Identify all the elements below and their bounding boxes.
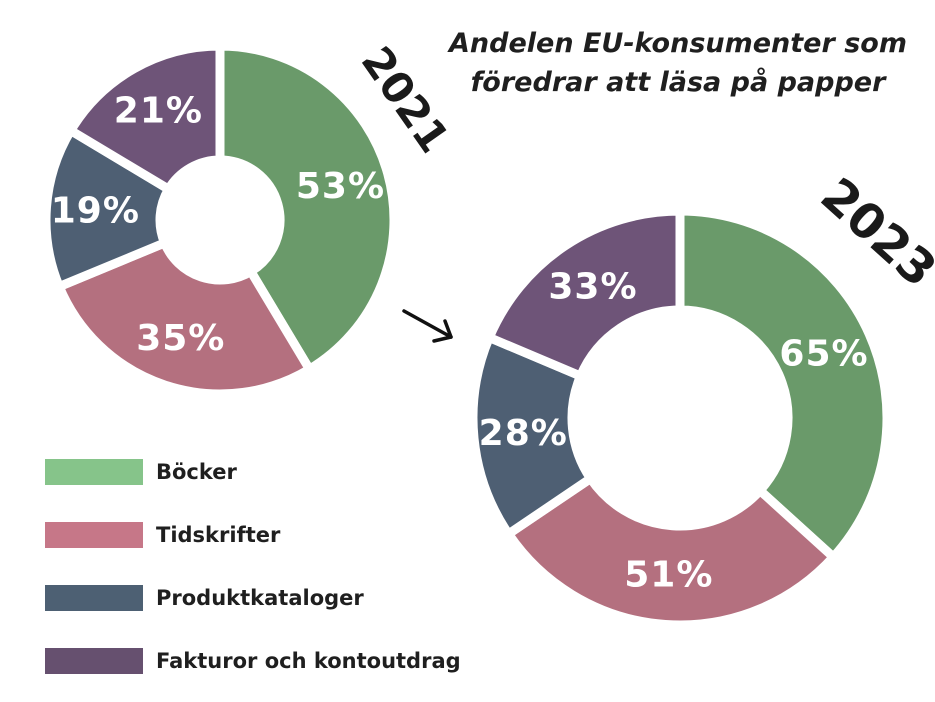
legend-label-fakturor: Fakturor och kontoutdrag xyxy=(156,649,461,673)
donut-chart-2021: 53% 35% 19% 21% xyxy=(41,41,399,399)
slice-2021-fakturor xyxy=(64,41,225,196)
slice-2021-produktkataloger xyxy=(41,124,175,293)
slice-2023-tidskrifter xyxy=(502,472,840,630)
legend-swatch-bocker xyxy=(45,459,143,485)
donut-chart-2023: 65% 51% 28% 33% xyxy=(468,206,892,630)
data-label-2023-produktkataloger: 28% xyxy=(479,413,568,454)
slice-2023-bocker xyxy=(675,206,892,564)
legend-label-produktkataloger: Produktkataloger xyxy=(156,586,364,610)
slice-2023-produktkataloger xyxy=(468,331,597,541)
data-label-2023-fakturor: 33% xyxy=(548,266,637,307)
slice-2023-fakturor xyxy=(483,206,685,382)
legend-label-bocker: Böcker xyxy=(156,460,238,484)
legend-swatch-fakturor xyxy=(45,648,143,674)
slice-2021-tidskrifter xyxy=(53,237,316,399)
legend: Böcker Tidskrifter Produktkataloger Fakturo… xyxy=(45,459,461,674)
data-label-2021-tidskrifter: 35% xyxy=(136,318,225,359)
data-label-2023-bocker: 65% xyxy=(779,334,868,375)
legend-swatch-tidskrifter xyxy=(45,522,143,548)
chart-title-line-2: föredrar att läsa på papper xyxy=(471,67,888,98)
chart-title-line-1: Andelen EU-konsumenter som xyxy=(447,28,907,59)
legend-label-tidskrifter: Tidskrifter xyxy=(156,523,281,547)
data-label-2021-bocker: 53% xyxy=(296,166,385,207)
data-label-2021-produktkataloger: 19% xyxy=(51,190,140,231)
transition-arrow-icon xyxy=(402,309,453,343)
data-label-2023-tidskrifter: 51% xyxy=(624,555,713,596)
data-label-2021-fakturor: 21% xyxy=(114,91,203,132)
legend-swatch-produktkataloger xyxy=(45,585,143,611)
